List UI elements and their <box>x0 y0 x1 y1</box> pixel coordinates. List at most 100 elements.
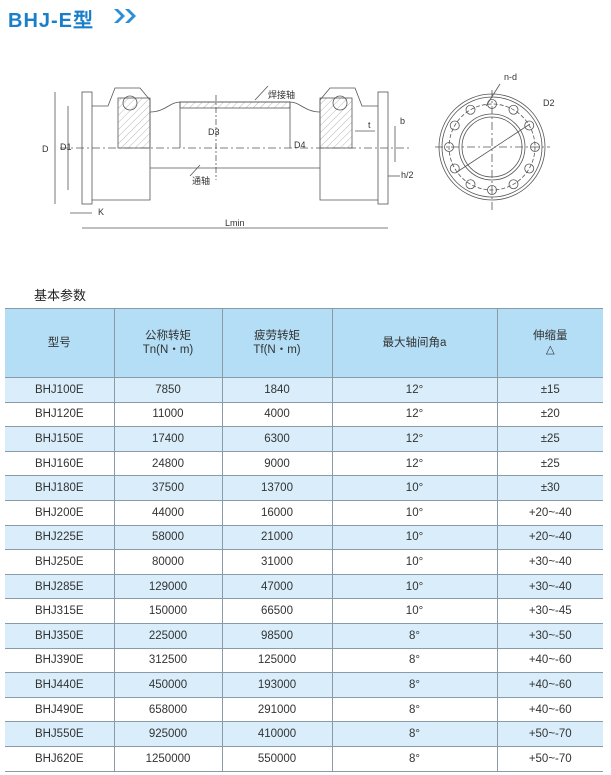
bolt-hole <box>530 142 540 152</box>
table-cell: 8° <box>331 672 498 698</box>
double-chevron-icon <box>114 9 136 23</box>
table-cell: 7850 <box>113 377 223 403</box>
table-row: BHJ100E 7850 1840 12° ±15 <box>5 377 603 403</box>
table-cell: 8° <box>331 647 498 674</box>
table-cell: 4000 <box>221 401 333 428</box>
table-cell: 129000 <box>113 573 223 600</box>
table-cell: 11000 <box>113 401 223 428</box>
section-title: 基本参数 <box>34 288 87 303</box>
table-cell: 10° <box>331 475 498 501</box>
column-header-text: △ <box>545 344 555 356</box>
bolt-hole <box>487 185 497 195</box>
table-row: BHJ350E 225000 98500 8° +30~-50 <box>5 622 603 649</box>
table-cell: ±30 <box>496 475 603 501</box>
table-cell: 12° <box>331 377 498 403</box>
table-cell: 10° <box>331 524 498 551</box>
table-cell: 58000 <box>113 524 223 551</box>
table-cell: 193000 <box>221 672 333 698</box>
table-row: BHJ225E 58000 21000 10° +20~-40 <box>5 524 603 551</box>
column-header-text: Tf(N・m) <box>253 344 301 356</box>
table-row: BHJ490E 658000 291000 8° +40~-60 <box>5 696 603 723</box>
table-cell: 8° <box>331 721 498 747</box>
table-row: BHJ550E 925000 410000 8° +50~-70 <box>5 721 603 747</box>
column-header: 伸缩量 △ <box>496 308 603 378</box>
table-cell: BHJ550E <box>5 721 115 747</box>
table-cell: +40~-60 <box>496 696 603 723</box>
label-K: K <box>98 207 104 217</box>
label-t: t <box>368 120 371 130</box>
table-cell: 225000 <box>113 622 223 649</box>
table-cell: 12° <box>331 426 498 452</box>
table-cell: 17400 <box>113 426 223 452</box>
table-row: BHJ390E 312500 125000 8° +40~-60 <box>5 647 603 674</box>
table-cell: 12° <box>331 401 498 428</box>
table-cell: 10° <box>331 573 498 600</box>
table-cell: BHJ225E <box>5 524 115 551</box>
table-cell: ±20 <box>496 401 603 428</box>
table-row: BHJ440E 450000 193000 8° +40~-60 <box>5 672 603 698</box>
table-cell: 925000 <box>113 721 223 747</box>
column-header-text: 伸缩量 <box>533 330 568 342</box>
table-cell: 21000 <box>221 524 333 551</box>
table-cell: 12° <box>331 450 498 477</box>
bolt-hole <box>465 104 476 115</box>
table-cell: ±15 <box>496 377 603 403</box>
table-cell: +40~-60 <box>496 672 603 698</box>
bolt-hole <box>524 120 535 131</box>
column-header-text: 疲劳转矩 <box>254 330 300 342</box>
table-cell: +30~-40 <box>496 549 603 575</box>
table-cell: 1250000 <box>113 745 223 772</box>
table-cell: +20~-40 <box>496 499 603 526</box>
bolt-hole <box>508 104 519 115</box>
table-cell: 10° <box>331 549 498 575</box>
label-D1: D1 <box>60 142 72 152</box>
bolt-hole <box>465 179 476 190</box>
column-header-text: 型号 <box>47 337 71 349</box>
column-header: 疲劳转矩 Tf(N・m) <box>221 308 333 378</box>
table-cell: 98500 <box>221 622 333 649</box>
table-row: BHJ160E 24800 9000 12° ±25 <box>5 450 603 477</box>
table-cell: BHJ285E <box>5 573 115 600</box>
bolt-hole <box>524 163 535 174</box>
table-cell: BHJ350E <box>5 622 115 649</box>
table-cell: 410000 <box>221 721 333 747</box>
table-cell: BHJ120E <box>5 401 115 428</box>
label-D: D <box>42 144 49 154</box>
table-row: BHJ620E 1250000 550000 8° +50~-70 <box>5 745 603 772</box>
label-h2: h/2 <box>401 170 414 180</box>
table-cell: 13700 <box>221 475 333 501</box>
table-row: BHJ200E 44000 16000 10° +20~-40 <box>5 499 603 526</box>
table-cell: 16000 <box>221 499 333 526</box>
label-weld-shaft: 焊接轴 <box>268 89 295 100</box>
table-row: BHJ315E 150000 66500 10° +30~-45 <box>5 598 603 624</box>
table-cell: +50~-70 <box>496 745 603 772</box>
label-D2: D2 <box>543 98 555 108</box>
table-row: BHJ120E 11000 4000 12° ±20 <box>5 401 603 428</box>
column-header-text: 最大轴间角a <box>382 337 447 349</box>
bolt-hole <box>508 179 519 190</box>
label-n-d: n-d <box>504 72 517 82</box>
table-cell: BHJ100E <box>5 377 115 403</box>
table-cell: 150000 <box>113 598 223 624</box>
table-cell: BHJ180E <box>5 475 115 501</box>
table-row: BHJ285E 129000 47000 10° +30~-40 <box>5 573 603 600</box>
table-cell: +30~-40 <box>496 573 603 600</box>
table-cell: +20~-40 <box>496 524 603 551</box>
table-cell: 312500 <box>113 647 223 674</box>
table-cell: 1840 <box>221 377 333 403</box>
table-cell: BHJ620E <box>5 745 115 772</box>
label-D3: D3 <box>208 127 220 137</box>
table-cell: +40~-60 <box>496 647 603 674</box>
label-through-shaft: 通轴 <box>192 175 210 186</box>
column-header: 型号 <box>5 308 115 378</box>
table-cell: ±25 <box>496 426 603 452</box>
table-cell: +30~-50 <box>496 622 603 649</box>
table-row: BHJ150E 17400 6300 12° ±25 <box>5 426 603 452</box>
table-cell: 80000 <box>113 549 223 575</box>
table-cell: 8° <box>331 696 498 723</box>
table-cell: BHJ440E <box>5 672 115 698</box>
table-cell: 450000 <box>113 672 223 698</box>
table-row: BHJ250E 80000 31000 10° +30~-40 <box>5 549 603 575</box>
table-cell: 8° <box>331 622 498 649</box>
